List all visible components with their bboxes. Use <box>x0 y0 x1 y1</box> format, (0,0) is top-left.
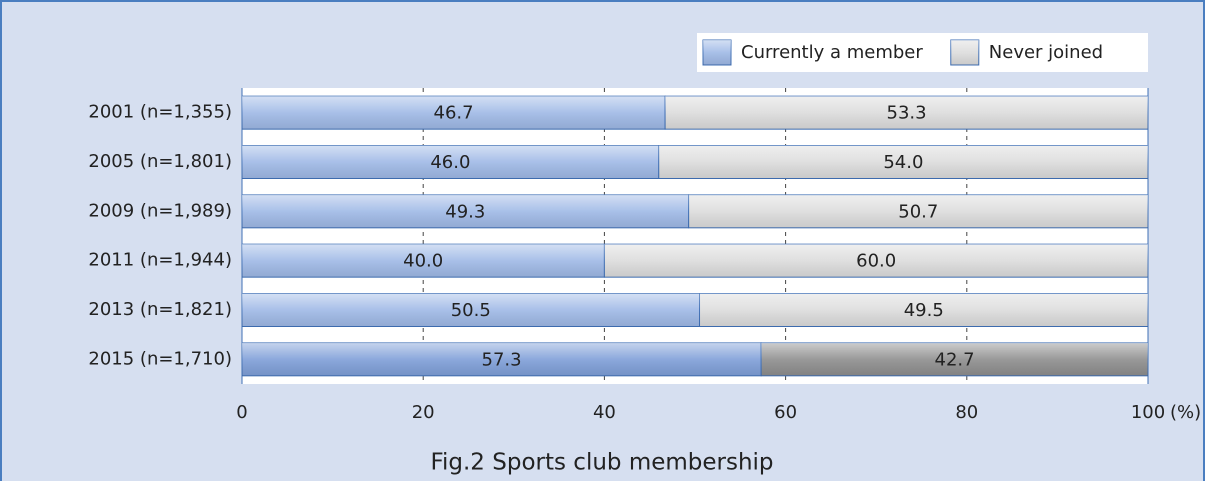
data-label: 46.7 <box>434 103 474 124</box>
x-unit: (%) <box>1170 402 1201 423</box>
data-label: 50.5 <box>451 300 491 321</box>
x-tick-label: 40 <box>593 402 616 423</box>
legend-label: Currently a member <box>741 42 923 63</box>
x-tick-label: 80 <box>955 402 978 423</box>
x-tick-label: 0 <box>236 402 247 423</box>
y-tick-label: 2009 (n=1,989) <box>88 200 232 221</box>
data-label: 46.0 <box>430 152 470 173</box>
y-tick-label: 2013 (n=1,821) <box>88 299 232 320</box>
data-label: 50.7 <box>898 201 938 222</box>
data-label: 40.0 <box>403 251 443 272</box>
y-tick-label: 2005 (n=1,801) <box>88 151 232 172</box>
legend-label: Never joined <box>989 42 1103 63</box>
y-tick-label: 2001 (n=1,355) <box>88 102 232 123</box>
data-label: 49.3 <box>445 201 485 222</box>
legend-shine <box>703 40 731 65</box>
y-tick-label: 2015 (n=1,710) <box>88 348 232 369</box>
data-label: 57.3 <box>482 349 522 370</box>
data-label: 54.0 <box>883 152 923 173</box>
chart-title: Fig.2 Sports club membership <box>430 450 773 476</box>
legend-shine <box>950 40 979 65</box>
legend <box>697 33 1148 72</box>
x-tick-label: 60 <box>774 402 797 423</box>
x-tick-label: 100 <box>1131 402 1165 423</box>
x-tick-label: 20 <box>412 402 435 423</box>
data-label: 53.3 <box>887 103 927 124</box>
plot-area <box>242 88 1148 384</box>
data-label: 42.7 <box>935 349 975 370</box>
data-label: 49.5 <box>904 300 944 321</box>
data-label: 60.0 <box>856 251 896 272</box>
y-tick-label: 2011 (n=1,944) <box>88 250 232 271</box>
